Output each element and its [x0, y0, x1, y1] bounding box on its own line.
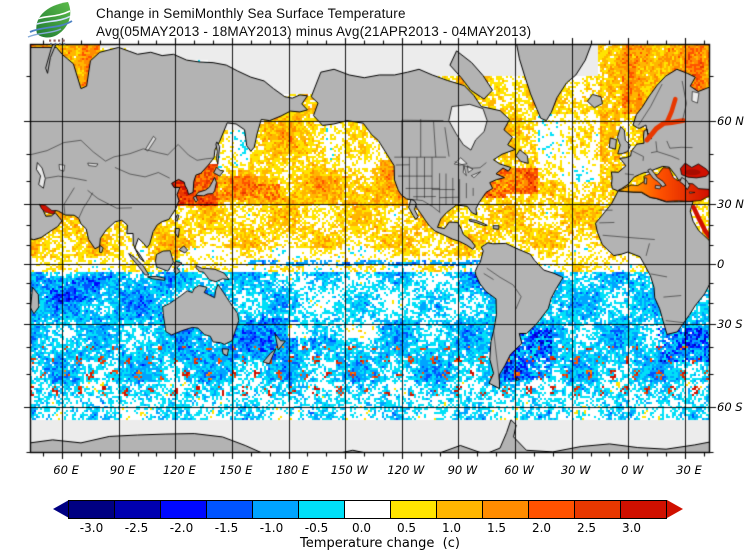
lat-axis-label: 30 S: [717, 316, 743, 331]
colorbar-segment: [482, 500, 529, 519]
colorbar-segment: [528, 500, 575, 519]
chart-subtitle: Avg(05MAY2013 - 18MAY2013) minus Avg(21A…: [96, 24, 532, 39]
logo-caption-glyphs: [49, 39, 66, 45]
lat-axis-label: 60 S: [717, 400, 743, 415]
colorbar-tick-label: 3.0: [621, 521, 642, 535]
colorbar-segment: [620, 500, 667, 519]
colorbar-segment: [160, 500, 207, 519]
lat-axis-label: 60 N: [717, 113, 744, 128]
colorbar-tick-label: -2.0: [169, 521, 194, 535]
lon-axis-label: 60 E: [53, 463, 79, 477]
colorbar-tick-label: 0.5: [396, 521, 417, 535]
colorbar-tick-label: -2.5: [124, 521, 149, 535]
colorbar-segment: [298, 500, 345, 519]
colorbar-tick-label: 0.0: [351, 521, 372, 535]
lon-axis-label: 120 W: [387, 463, 425, 477]
colorbar-tick-label: 2.0: [531, 521, 552, 535]
colorbar-tick-label: -1.0: [259, 521, 284, 535]
colorbar-segment: [390, 500, 437, 519]
lon-axis-label: 120 E: [162, 463, 196, 477]
colorbar-segment: [206, 500, 253, 519]
colorbar-segment: [574, 500, 621, 519]
colorbar-left-arrow: [53, 500, 69, 518]
lon-axis-label: 30 W: [560, 463, 591, 477]
colorbar-tick-label: -0.5: [304, 521, 329, 535]
lat-axis-label: 0: [717, 257, 725, 271]
colorbar-segment: [114, 500, 161, 519]
meteorological-agency-logo: [26, 1, 86, 45]
chart-title: Change in SemiMonthly Sea Surface Temper…: [96, 6, 406, 21]
colorbar-right-arrow: [667, 500, 683, 518]
leaf-wave-logo-icon: [27, 2, 73, 45]
lat-axis-label: 30 N: [717, 197, 744, 212]
lon-axis-label: 150 W: [330, 463, 368, 477]
lon-axis-label: 150 E: [219, 463, 253, 477]
colorbar-tick-label: -1.5: [214, 521, 239, 535]
lon-axis-label: 180 E: [276, 463, 310, 477]
colorbar-segment: [68, 500, 115, 519]
colorbar-tick-label: 1.0: [441, 521, 462, 535]
lon-axis-label: 60 W: [504, 463, 534, 477]
colorbar-tick-label: 1.5: [486, 521, 507, 535]
colorbar-tick-label: 2.5: [576, 521, 597, 535]
colorbar-tick-label: -3.0: [79, 521, 104, 535]
colorbar-segment: [252, 500, 299, 519]
colorbar-segment: [344, 500, 391, 519]
colorbar: [53, 500, 683, 519]
lon-axis-label: 90 W: [447, 463, 478, 477]
colorbar-caption: Temperature change (c): [300, 536, 460, 551]
lon-axis-label: 90 E: [109, 463, 136, 477]
lon-axis-label: 0 W: [621, 463, 644, 477]
colorbar-segment: [436, 500, 483, 519]
lon-axis-label: 30 E: [676, 463, 702, 477]
